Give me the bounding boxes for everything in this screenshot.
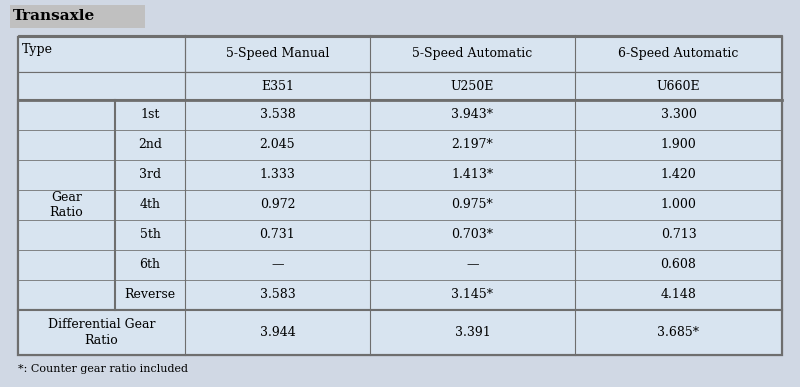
Text: 5th: 5th <box>139 228 161 241</box>
Text: Type: Type <box>22 43 53 56</box>
Text: 3.943*: 3.943* <box>451 108 494 122</box>
Text: 3.145*: 3.145* <box>451 288 494 301</box>
Bar <box>18 100 782 130</box>
Bar <box>18 160 782 190</box>
Text: 5-Speed Automatic: 5-Speed Automatic <box>412 47 533 60</box>
Text: 2.045: 2.045 <box>260 139 295 151</box>
Bar <box>18 37 782 355</box>
Text: 3.300: 3.300 <box>661 108 697 122</box>
Text: 1.413*: 1.413* <box>451 168 494 182</box>
Text: U660E: U660E <box>657 79 700 92</box>
Text: 0.731: 0.731 <box>260 228 295 241</box>
Text: 1.333: 1.333 <box>259 168 295 182</box>
Text: Reverse: Reverse <box>125 288 175 301</box>
Text: Differential Gear
Ratio: Differential Gear Ratio <box>48 319 155 346</box>
Text: 4th: 4th <box>139 199 161 212</box>
Text: 0.703*: 0.703* <box>451 228 494 241</box>
Text: 0.975*: 0.975* <box>452 199 494 212</box>
Text: 0.608: 0.608 <box>661 259 697 272</box>
Text: Gear
Ratio: Gear Ratio <box>50 191 83 219</box>
Bar <box>18 190 782 220</box>
Bar <box>18 220 782 250</box>
Text: 1.420: 1.420 <box>661 168 696 182</box>
Bar <box>18 280 782 310</box>
Bar <box>18 250 782 280</box>
Text: 3.685*: 3.685* <box>658 326 699 339</box>
Text: 1.900: 1.900 <box>661 139 696 151</box>
Text: 3rd: 3rd <box>139 168 161 182</box>
Text: 3.391: 3.391 <box>454 326 490 339</box>
Text: 3.944: 3.944 <box>260 326 295 339</box>
Bar <box>18 310 782 355</box>
Text: 3.583: 3.583 <box>260 288 295 301</box>
Text: 6th: 6th <box>139 259 161 272</box>
Text: 0.713: 0.713 <box>661 228 696 241</box>
Text: Transaxle: Transaxle <box>13 10 95 24</box>
Bar <box>18 35 782 72</box>
Bar <box>18 100 782 310</box>
Text: 0.972: 0.972 <box>260 199 295 212</box>
Text: 2.197*: 2.197* <box>452 139 494 151</box>
Text: —: — <box>466 259 478 272</box>
Text: 1st: 1st <box>140 108 160 122</box>
Text: *: Counter gear ratio included: *: Counter gear ratio included <box>18 364 188 374</box>
Text: E351: E351 <box>261 79 294 92</box>
Bar <box>18 130 782 160</box>
Text: —: — <box>271 259 284 272</box>
Text: 2nd: 2nd <box>138 139 162 151</box>
Text: 1.000: 1.000 <box>661 199 697 212</box>
Text: 5-Speed Manual: 5-Speed Manual <box>226 47 329 60</box>
Text: 4.148: 4.148 <box>661 288 697 301</box>
Bar <box>18 37 782 355</box>
Text: 3.538: 3.538 <box>260 108 295 122</box>
Text: U250E: U250E <box>451 79 494 92</box>
Bar <box>18 72 782 100</box>
Bar <box>10 5 145 28</box>
Text: 6-Speed Automatic: 6-Speed Automatic <box>618 47 738 60</box>
